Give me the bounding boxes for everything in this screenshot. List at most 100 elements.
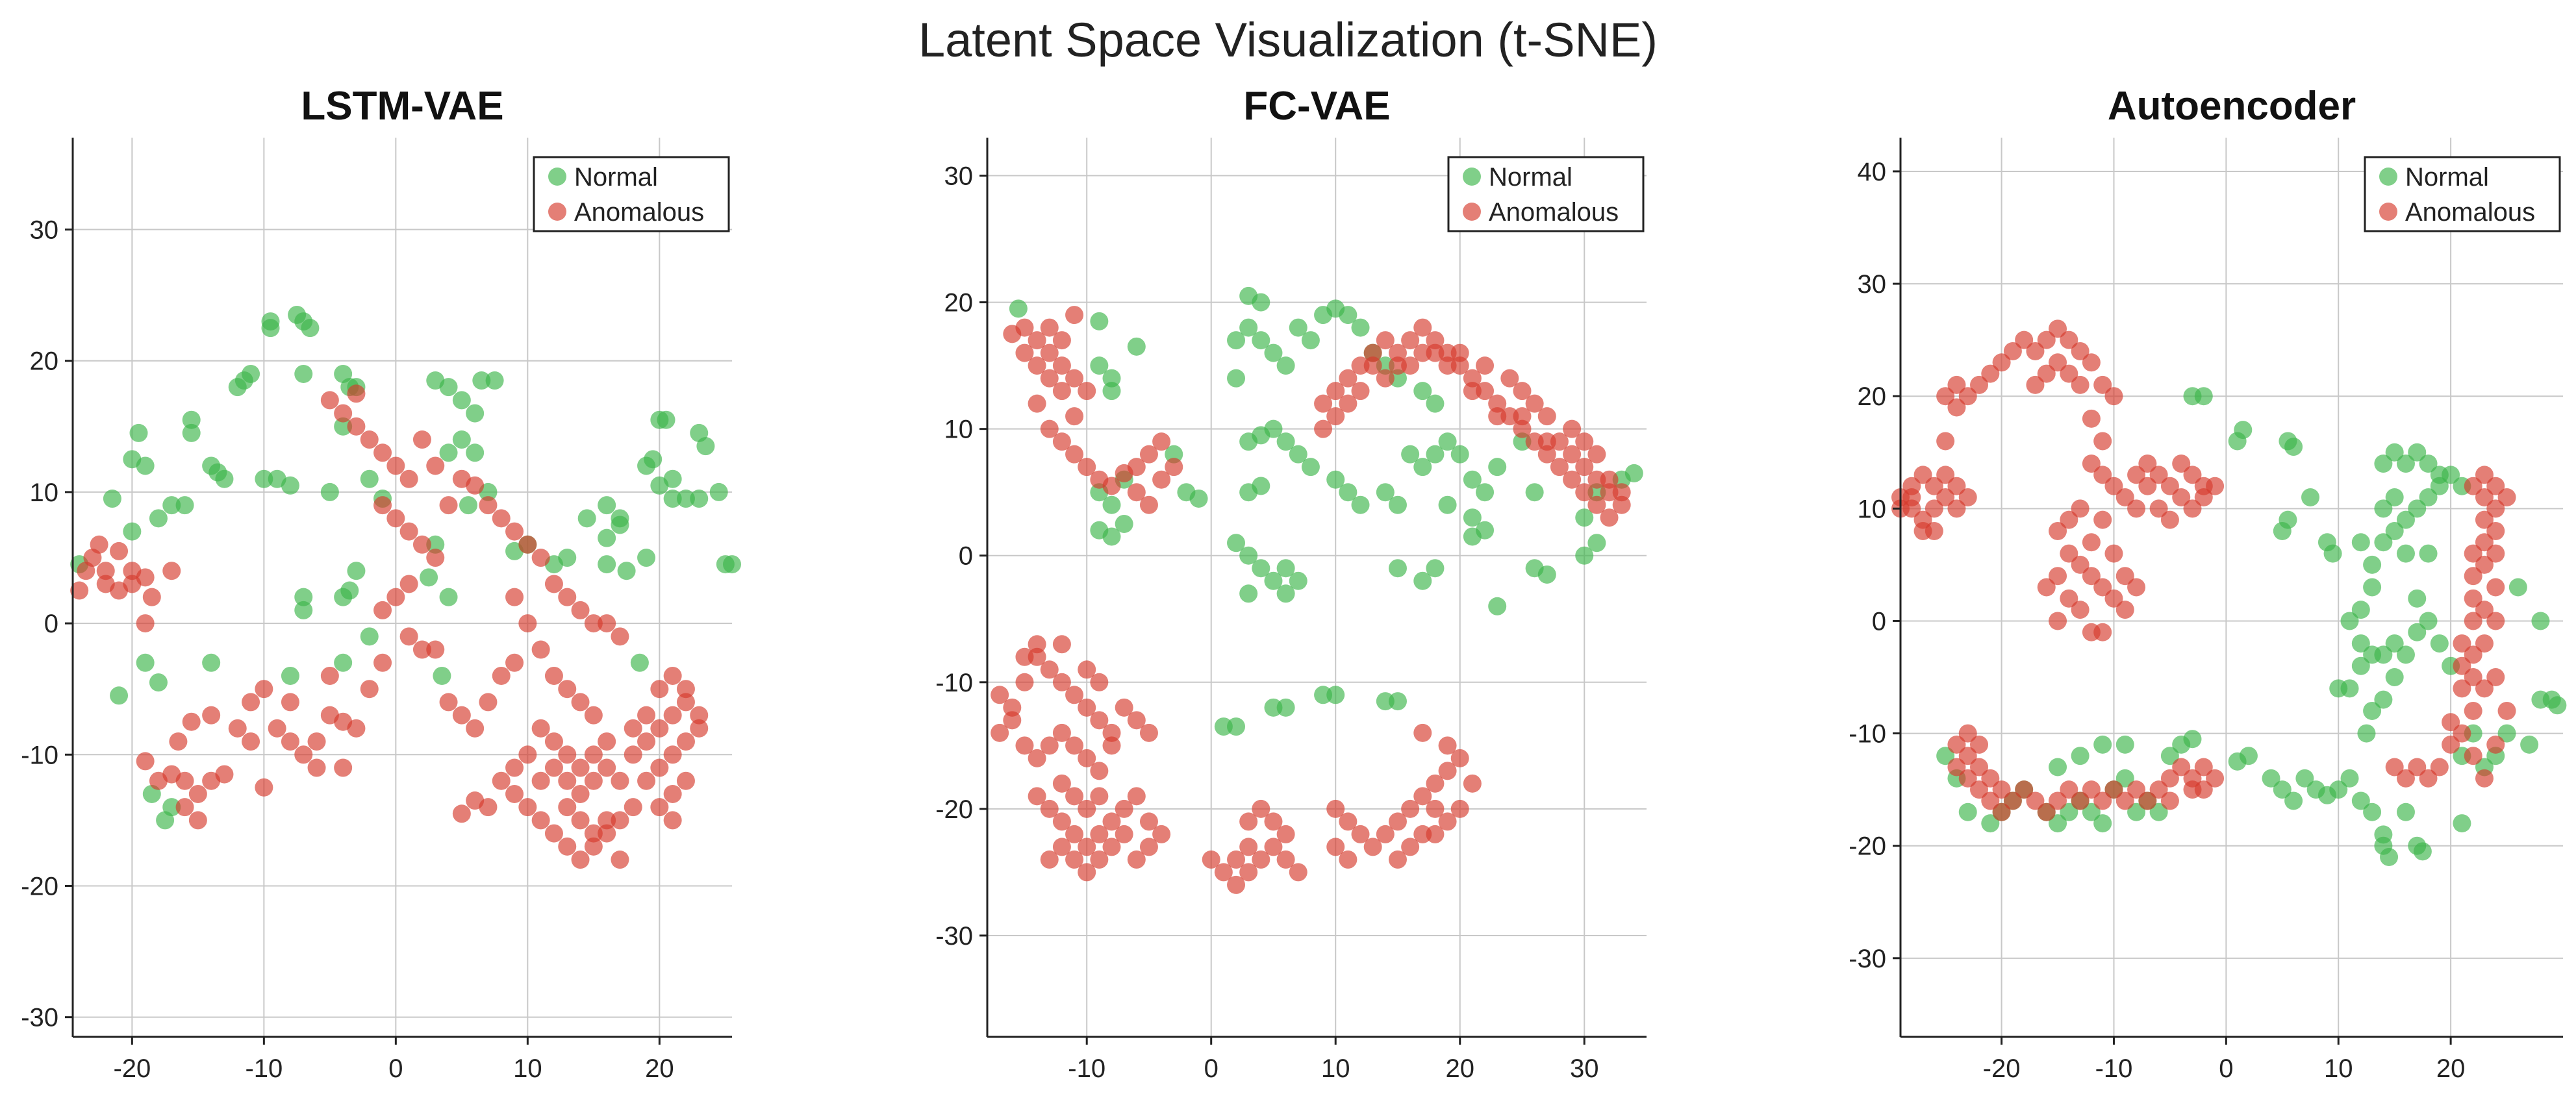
data-point <box>182 712 201 731</box>
data-point <box>2060 780 2078 799</box>
data-point <box>1252 850 1270 869</box>
data-point <box>1600 508 1619 527</box>
data-point <box>1388 343 1407 362</box>
data-point <box>2385 758 2404 777</box>
data-point <box>1351 825 1370 843</box>
data-point <box>1936 387 1955 406</box>
data-point <box>1227 717 1246 736</box>
data-point <box>1947 398 1966 417</box>
data-point <box>1537 407 1556 426</box>
data-point <box>2396 510 2415 529</box>
data-point <box>2408 758 2427 777</box>
data-point <box>1090 356 1109 375</box>
data-point <box>2015 330 2034 349</box>
data-point <box>479 798 498 817</box>
data-point <box>2548 696 2567 715</box>
data-point <box>2408 589 2427 608</box>
data-point <box>1065 686 1084 704</box>
data-point <box>347 719 366 738</box>
data-point <box>611 627 629 646</box>
data-point <box>1214 717 1233 736</box>
data-point <box>1115 514 1133 533</box>
data-point <box>1065 369 1084 388</box>
data-point <box>1314 419 1333 438</box>
data-point <box>650 798 669 817</box>
data-point <box>1015 736 1034 755</box>
data-point <box>1028 787 1046 806</box>
y-tick-label: 0 <box>44 610 58 638</box>
data-point <box>2049 758 2067 777</box>
data-point <box>1065 736 1084 755</box>
data-point <box>2408 443 2427 462</box>
data-point <box>644 450 663 469</box>
data-point <box>1326 838 1345 856</box>
data-point <box>1575 458 1594 477</box>
y-tick-label: 10 <box>1858 495 1887 523</box>
data-point <box>2049 791 2067 810</box>
data-point <box>630 653 649 672</box>
data-point <box>2071 375 2090 394</box>
data-point <box>2279 510 2297 529</box>
data-point <box>1936 466 1955 484</box>
series-anomalous <box>70 384 709 869</box>
data-point <box>1476 382 1495 401</box>
data-point <box>2351 601 2370 619</box>
y-tick-label: 20 <box>1858 382 1887 411</box>
data-point <box>663 490 682 508</box>
data-point <box>690 719 709 738</box>
data-point <box>1388 692 1407 711</box>
data-point <box>1015 343 1034 362</box>
data-point <box>2464 701 2482 720</box>
data-point <box>624 798 642 817</box>
data-point <box>479 496 498 515</box>
data-point <box>1127 458 1146 477</box>
data-point <box>320 482 339 501</box>
data-point <box>2093 432 2112 451</box>
data-point <box>175 496 194 515</box>
data-point <box>637 771 656 790</box>
data-point <box>2104 780 2123 799</box>
data-point <box>2060 544 2078 563</box>
data-point <box>2380 848 2399 866</box>
data-point <box>1115 698 1133 717</box>
data-point <box>1401 331 1420 350</box>
data-point <box>505 784 524 803</box>
data-point <box>2104 387 2123 406</box>
data-point <box>2486 544 2505 563</box>
data-point <box>2396 769 2415 788</box>
data-point <box>1488 407 1507 426</box>
y-tick-label: -10 <box>21 741 58 769</box>
data-point <box>571 851 590 869</box>
data-point <box>2486 477 2505 495</box>
data-point <box>1925 499 1943 518</box>
data-point <box>1139 812 1158 831</box>
data-point <box>472 371 491 390</box>
data-point <box>149 509 168 528</box>
data-point <box>1090 673 1109 691</box>
legend-box <box>1447 156 1645 232</box>
data-point <box>663 706 682 725</box>
data-point <box>1239 812 1258 831</box>
data-point <box>2413 842 2432 861</box>
data-point <box>294 601 313 619</box>
data-point <box>2464 567 2482 586</box>
data-point <box>1052 673 1071 691</box>
data-point <box>1363 343 1382 362</box>
data-point <box>505 588 524 606</box>
data-point <box>2071 555 2090 574</box>
data-point <box>1947 735 1966 754</box>
data-point <box>1513 419 1532 438</box>
data-point <box>1450 445 1469 464</box>
data-point <box>1401 799 1420 818</box>
data-point <box>1970 375 1989 394</box>
data-point <box>1513 382 1532 401</box>
y-tick-label: 30 <box>1858 270 1887 299</box>
data-point <box>301 319 320 338</box>
data-point <box>386 588 405 606</box>
data-point <box>2430 634 2449 653</box>
data-point <box>531 771 550 790</box>
data-point <box>696 437 715 456</box>
data-point <box>1587 445 1606 464</box>
data-point <box>2138 454 2157 473</box>
data-point <box>2049 319 2067 338</box>
